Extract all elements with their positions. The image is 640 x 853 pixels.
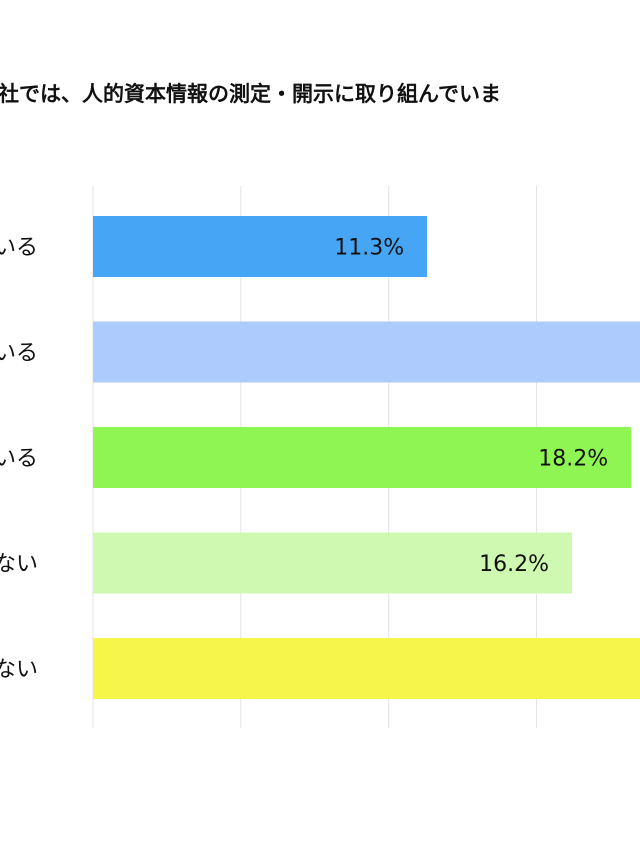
category-label: いる xyxy=(0,447,38,472)
value-label: 16.2% xyxy=(479,552,549,577)
bar xyxy=(93,532,572,594)
category-label: いる xyxy=(0,341,38,366)
category-label: ない xyxy=(0,552,38,577)
value-label: 18.2% xyxy=(538,447,608,472)
category-label: いる xyxy=(0,236,38,261)
bar xyxy=(93,321,640,383)
bar xyxy=(93,638,640,699)
category-label: ない xyxy=(0,658,38,683)
chart-title: 社では、人的資本情報の測定・開示に取り組んでいま xyxy=(0,82,501,106)
bar xyxy=(93,216,428,277)
value-label: 11.3% xyxy=(334,236,404,261)
bar xyxy=(93,427,632,488)
